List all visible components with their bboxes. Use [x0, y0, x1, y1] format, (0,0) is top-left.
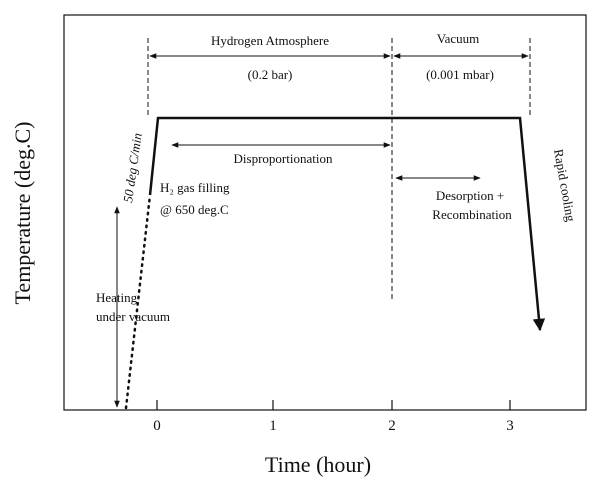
y-axis-label: Temperature (deg.C) — [10, 122, 35, 305]
x-ticks — [156, 400, 511, 410]
x-tick-label: 3 — [506, 418, 514, 434]
x-tick-label: 1 — [269, 418, 277, 434]
x-tick-label: 2 — [388, 418, 396, 434]
annotation: Rapid cooling — [551, 148, 579, 223]
range-arrows — [114, 53, 529, 408]
annotation: Disproportionation — [234, 151, 333, 166]
annotation: (0.2 bar) — [248, 67, 293, 82]
annotation: under vacuum — [96, 309, 170, 324]
x-axis-label: Time (hour) — [265, 452, 371, 477]
annotation: Recombination — [432, 207, 512, 222]
annotation: (0.001 mbar) — [426, 67, 494, 82]
annotation: H₂ gas filling — [160, 180, 230, 195]
phase-dividers — [147, 38, 531, 300]
annotation: @ 650 deg.C — [160, 202, 229, 217]
annotation: Hydrogen Atmosphere — [211, 33, 329, 48]
annotation: Desorption + — [436, 188, 504, 203]
x-tick-label: 0 — [153, 418, 161, 434]
annotation: Heating — [96, 290, 138, 305]
temperature-profile — [148, 116, 546, 332]
annotation: 50 deg C/min — [120, 132, 145, 203]
annotation: Vacuum — [437, 31, 480, 46]
plot-frame — [63, 14, 587, 411]
